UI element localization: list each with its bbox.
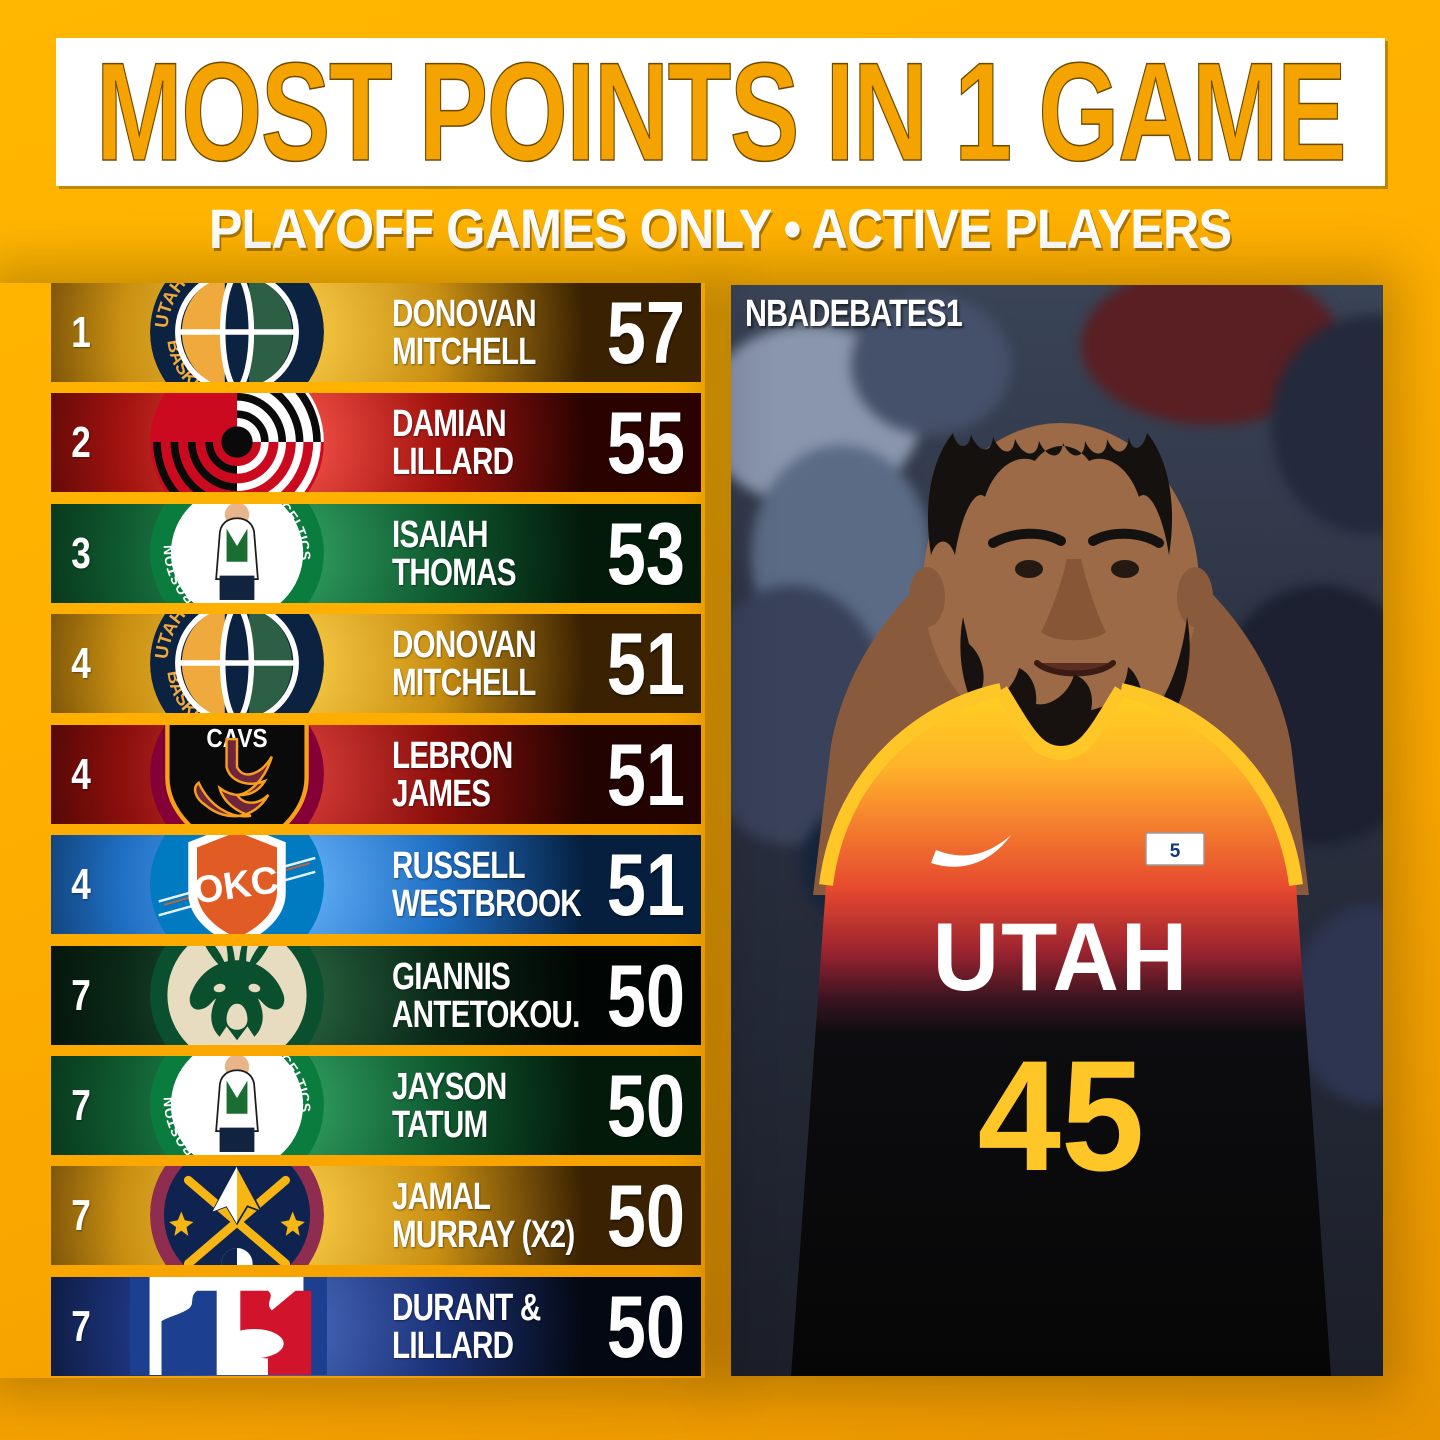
svg-text:UTAH: UTAH xyxy=(933,903,1190,1011)
svg-text:5: 5 xyxy=(1170,841,1181,862)
svg-text:45: 45 xyxy=(978,1028,1145,1204)
